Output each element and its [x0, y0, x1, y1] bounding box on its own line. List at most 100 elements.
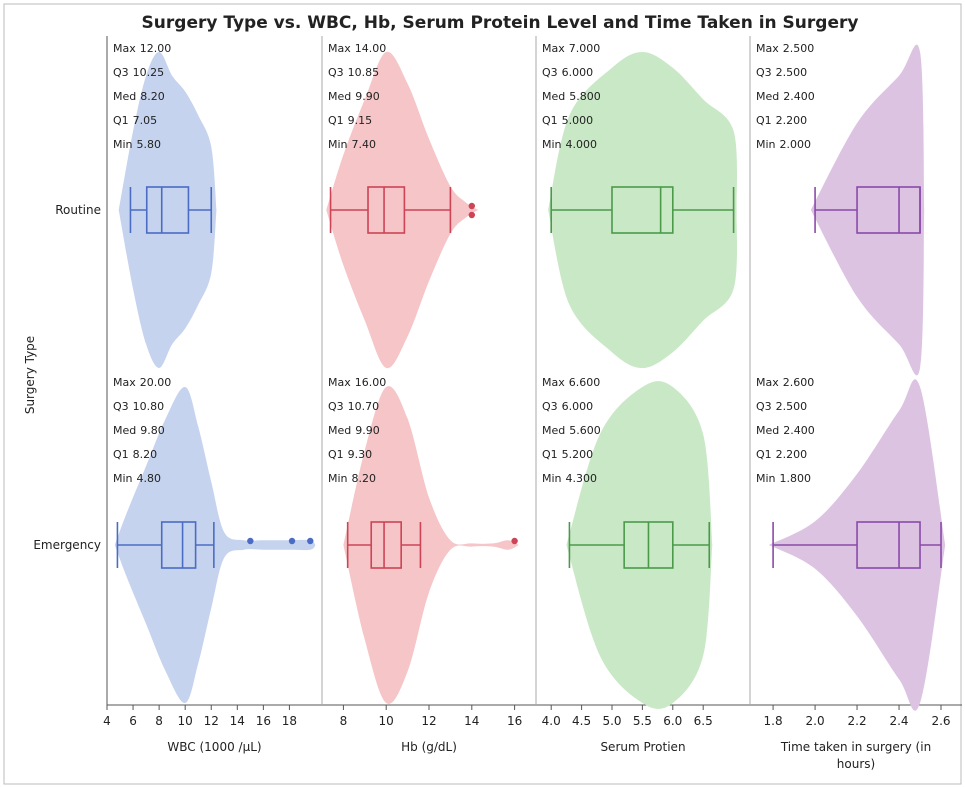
stat-value: 7.000 — [569, 42, 601, 55]
outlier — [511, 537, 518, 545]
stat-label: Max 2.600 — [756, 376, 814, 389]
violin — [810, 44, 925, 376]
stat-label: Q3 10.70 — [328, 400, 379, 413]
stat-value: 7.40 — [352, 138, 377, 151]
x-tick-label: 5.5 — [633, 714, 652, 728]
stat-name: Max — [328, 42, 351, 55]
stat-label: Med 5.600 — [542, 424, 601, 437]
stat-name: Min — [113, 138, 133, 151]
stat-label: Max 12.00 — [113, 42, 171, 55]
x-axis-label: WBC (1000 /µL) — [167, 740, 262, 754]
stat-label: Max 20.00 — [113, 376, 171, 389]
x-tick-label: 4.5 — [572, 714, 591, 728]
stat-value: 8.20 — [352, 472, 377, 485]
box — [611, 186, 674, 234]
stat-name: Min — [328, 138, 348, 151]
x-axis-label: Time taken in surgery (in hours) — [780, 740, 932, 771]
box — [856, 521, 921, 569]
outlier — [468, 202, 475, 210]
box — [370, 521, 402, 569]
x-tick-label: 2.4 — [889, 714, 908, 728]
stat-name: Med — [756, 424, 779, 437]
stat-label: Q3 10.25 — [113, 66, 164, 79]
stat-value: 2.200 — [776, 448, 808, 461]
stat-name: Med — [328, 424, 351, 437]
stat-value: 8.20 — [140, 90, 165, 103]
x-tick-label: 12 — [204, 714, 219, 728]
stat-name: Max — [756, 42, 779, 55]
stat-label: Q3 6.000 — [542, 400, 593, 413]
stat-value: 6.600 — [569, 376, 601, 389]
stat-label: Q1 9.30 — [328, 448, 372, 461]
stat-label: Max 7.000 — [542, 42, 600, 55]
box — [160, 521, 197, 569]
x-tick-label: 6 — [129, 714, 137, 728]
stat-label: Q1 7.05 — [113, 114, 157, 127]
stat-name: Q3 — [542, 400, 558, 413]
stat-label: Med 2.400 — [756, 424, 815, 437]
stat-label: Q1 8.20 — [113, 448, 157, 461]
violin — [343, 386, 519, 704]
outlier — [247, 537, 254, 545]
stat-value: 9.15 — [348, 114, 373, 127]
stat-name: Med — [113, 424, 136, 437]
stat-name: Q3 — [328, 66, 344, 79]
stat-name: Min — [328, 472, 348, 485]
stat-value: 2.400 — [783, 90, 815, 103]
stat-value: 2.000 — [780, 138, 812, 151]
x-tick-label: 16 — [256, 714, 271, 728]
outlier — [468, 211, 475, 219]
stat-name: Q3 — [328, 400, 344, 413]
stat-label: Q3 2.500 — [756, 66, 807, 79]
stat-label: Med 8.20 — [113, 90, 165, 103]
stat-name: Med — [328, 90, 351, 103]
stat-name: Q1 — [756, 448, 772, 461]
stat-name: Min — [542, 472, 562, 485]
stat-name: Q1 — [113, 448, 129, 461]
x-tick-label: 10 — [379, 714, 394, 728]
stat-name: Med — [542, 90, 565, 103]
stat-value: 16.00 — [355, 376, 387, 389]
stat-value: 9.90 — [355, 90, 380, 103]
violin — [114, 386, 316, 704]
stat-value: 1.800 — [780, 472, 812, 485]
frame — [3, 3, 962, 785]
x-tick-label: 2.0 — [806, 714, 825, 728]
stat-name: Med — [756, 90, 779, 103]
box — [367, 186, 406, 234]
stat-name: Max — [756, 376, 779, 389]
stat-value: 5.800 — [569, 90, 601, 103]
stat-value: 7.05 — [133, 114, 158, 127]
stat-name: Q3 — [542, 66, 558, 79]
stat-label: Med 9.90 — [328, 90, 380, 103]
y-tick-label: Emergency — [33, 538, 101, 552]
stat-label: Q3 10.85 — [328, 66, 379, 79]
stat-value: 12.00 — [140, 42, 172, 55]
stat-label: Min 1.800 — [756, 472, 811, 485]
stat-label: Q1 2.200 — [756, 448, 807, 461]
stat-label: Min 7.40 — [328, 138, 376, 151]
stat-value: 10.70 — [348, 400, 380, 413]
stat-value: 2.500 — [783, 42, 815, 55]
stat-value: 2.200 — [776, 114, 808, 127]
stat-label: Q3 10.80 — [113, 400, 164, 413]
stat-value: 2.500 — [776, 66, 808, 79]
stat-name: Q1 — [328, 114, 344, 127]
stat-label: Q1 5.200 — [542, 448, 593, 461]
stat-name: Q1 — [756, 114, 772, 127]
stat-label: Med 9.80 — [113, 424, 165, 437]
stat-name: Min — [756, 472, 776, 485]
stat-label: Max 6.600 — [542, 376, 600, 389]
stat-label: Min 4.000 — [542, 138, 597, 151]
stat-value: 10.85 — [348, 66, 380, 79]
stat-label: Min 5.80 — [113, 138, 161, 151]
stat-value: 6.000 — [562, 400, 594, 413]
stat-value: 6.000 — [562, 66, 594, 79]
stat-name: Med — [113, 90, 136, 103]
stat-name: Max — [542, 42, 565, 55]
box — [856, 186, 921, 234]
violin — [326, 51, 479, 369]
stat-value: 4.300 — [566, 472, 598, 485]
stat-label: Min 8.20 — [328, 472, 376, 485]
